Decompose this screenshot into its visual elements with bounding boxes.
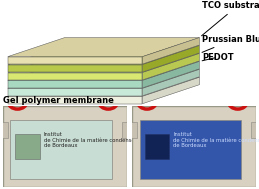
Polygon shape xyxy=(8,81,142,88)
Polygon shape xyxy=(142,61,199,88)
Text: Institut
de Chimie de la matière condensée
de Bordeaux: Institut de Chimie de la matière condens… xyxy=(44,132,138,148)
Bar xyxy=(251,122,259,138)
Text: Gel polymer membrane: Gel polymer membrane xyxy=(3,96,113,105)
Polygon shape xyxy=(8,53,199,73)
Polygon shape xyxy=(8,73,142,80)
Polygon shape xyxy=(142,38,199,64)
Polygon shape xyxy=(142,53,199,80)
Polygon shape xyxy=(8,88,142,96)
Bar xyxy=(10,120,112,179)
Polygon shape xyxy=(8,38,199,57)
Bar xyxy=(122,122,132,138)
Polygon shape xyxy=(8,77,199,96)
Bar xyxy=(0,122,8,138)
Text: Prussian Blue: Prussian Blue xyxy=(202,35,259,52)
Polygon shape xyxy=(8,65,142,72)
Polygon shape xyxy=(8,69,199,88)
Bar xyxy=(140,120,241,179)
Polygon shape xyxy=(142,77,199,104)
Bar xyxy=(127,122,137,138)
Polygon shape xyxy=(8,61,199,81)
Polygon shape xyxy=(142,46,199,72)
Polygon shape xyxy=(8,46,199,65)
Text: TCO substrates: TCO substrates xyxy=(202,1,259,36)
Text: PEDOT: PEDOT xyxy=(202,53,234,62)
Bar xyxy=(15,134,40,159)
Polygon shape xyxy=(8,57,142,64)
Bar xyxy=(145,134,169,159)
Text: Institut
de Chimie de la matière condensée
de Bordeaux: Institut de Chimie de la matière condens… xyxy=(173,132,259,148)
Polygon shape xyxy=(142,69,199,96)
Polygon shape xyxy=(8,96,142,104)
